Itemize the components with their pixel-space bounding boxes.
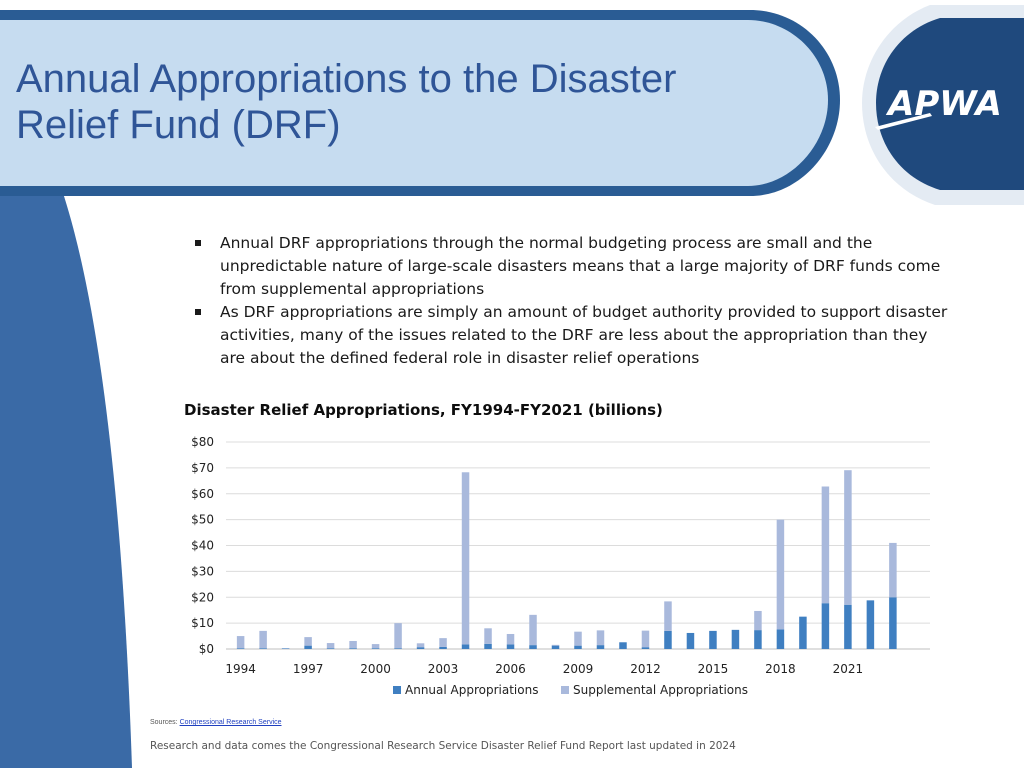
x-tick-label: 2012 bbox=[630, 662, 661, 676]
bar-annual bbox=[844, 604, 852, 649]
footer-note: Research and data comes the Congressiona… bbox=[150, 740, 736, 752]
bar-supplemental bbox=[439, 638, 447, 647]
bar-annual bbox=[416, 647, 425, 649]
y-tick-label: $0 bbox=[199, 642, 214, 656]
header-band bbox=[0, 20, 828, 186]
bar-supplemental bbox=[596, 630, 605, 646]
bar-annual bbox=[259, 648, 267, 649]
bar-annual bbox=[371, 648, 380, 649]
stacked-bar-chart: $0 $10 $20 $30 $40 $50 $60 $70 $80 1994 1997 2000 20… bbox=[191, 435, 930, 697]
bar-annual bbox=[596, 645, 605, 649]
bar-supplemental bbox=[664, 601, 672, 631]
bar-annual bbox=[281, 648, 290, 649]
x-tick-label: 1994 bbox=[225, 662, 256, 676]
bar-annual bbox=[236, 648, 245, 649]
sources-line: Sources: Congressional Research Service bbox=[150, 719, 282, 726]
bar-annual bbox=[551, 645, 560, 649]
bar-annual bbox=[866, 600, 875, 649]
bar-supplemental bbox=[394, 623, 402, 649]
y-tick-label: $40 bbox=[191, 539, 214, 553]
page-title: Annual Appropriations to the Disaster Re… bbox=[16, 57, 677, 147]
bar-annual bbox=[304, 645, 312, 649]
x-tick-label: 1997 bbox=[293, 662, 324, 676]
logo-text: APWA bbox=[885, 84, 1002, 124]
bar-annual bbox=[776, 629, 785, 649]
left-side-arc bbox=[0, 190, 132, 768]
x-tick-label: 2003 bbox=[428, 662, 459, 676]
y-tick-label: $10 bbox=[191, 616, 214, 630]
bar-supplemental bbox=[236, 636, 245, 649]
bar-annual bbox=[709, 630, 717, 649]
bar-annual bbox=[754, 630, 762, 649]
bar-supplemental bbox=[529, 614, 537, 646]
bar-supplemental bbox=[461, 472, 470, 645]
x-tick-label: 2006 bbox=[495, 662, 526, 676]
bar-annual bbox=[394, 648, 402, 649]
bar-annual bbox=[484, 643, 492, 649]
bar-annual bbox=[889, 597, 897, 649]
x-tick-label: 2015 bbox=[698, 662, 729, 676]
y-tick-label: $70 bbox=[191, 461, 214, 475]
y-tick-label: $30 bbox=[191, 564, 214, 578]
bullet-item-2: As DRF appropriations are simply an amou… bbox=[195, 301, 955, 370]
bullet-item-1: Annual DRF appropriations through the no… bbox=[195, 232, 955, 301]
logo-circle bbox=[876, 18, 1024, 190]
legend-label-supplemental: Supplemental Appropriations bbox=[573, 683, 748, 697]
logo-swoosh-icon bbox=[875, 113, 932, 130]
bar-supplemental bbox=[551, 644, 560, 646]
bar-annual bbox=[641, 647, 650, 649]
bar-supplemental bbox=[754, 610, 762, 631]
x-tick-label: 2000 bbox=[360, 662, 391, 676]
bar-annual bbox=[506, 644, 515, 649]
bar-annual bbox=[731, 629, 740, 649]
bar-supplemental bbox=[844, 470, 852, 605]
y-tick-label: $50 bbox=[191, 513, 214, 527]
bar-supplemental bbox=[326, 643, 335, 649]
y-tick-label: $80 bbox=[191, 435, 214, 449]
y-tick-label: $20 bbox=[191, 590, 214, 604]
bar-annual bbox=[461, 644, 470, 649]
bar-supplemental bbox=[821, 486, 830, 604]
x-tick-label: 2009 bbox=[563, 662, 594, 676]
bar-supplemental bbox=[484, 628, 492, 644]
bar-annual bbox=[326, 648, 335, 649]
bar-annual bbox=[821, 603, 830, 649]
bar-annual bbox=[686, 632, 695, 649]
bar-annual bbox=[574, 645, 582, 649]
x-tick-label: 2018 bbox=[765, 662, 796, 676]
legend-swatch-supplemental bbox=[561, 686, 569, 694]
bullet-list: Annual DRF appropriations through the no… bbox=[195, 232, 955, 370]
bar-annual bbox=[349, 648, 357, 649]
sources-label: Sources: bbox=[150, 719, 178, 726]
sources-link[interactable]: Congressional Research Service bbox=[179, 719, 282, 726]
apwa-logo: APWA bbox=[870, 75, 1020, 135]
x-tick-label: 2021 bbox=[833, 662, 864, 676]
bar-supplemental bbox=[304, 637, 312, 646]
chart-title: Disaster Relief Appropriations, FY1994-F… bbox=[184, 401, 663, 419]
bar-supplemental bbox=[776, 519, 785, 630]
legend-label-annual: Annual Appropriations bbox=[405, 683, 538, 697]
bar-supplemental bbox=[259, 630, 267, 649]
bar-annual bbox=[664, 630, 672, 649]
bar-supplemental bbox=[574, 631, 582, 646]
bar-annual bbox=[439, 646, 447, 649]
legend-swatch-annual bbox=[393, 686, 401, 694]
bar-annual bbox=[619, 642, 627, 649]
bar-supplemental bbox=[641, 630, 650, 648]
bar-annual bbox=[799, 616, 807, 649]
bar-supplemental bbox=[371, 644, 380, 649]
bar-supplemental bbox=[506, 633, 515, 645]
bar-supplemental bbox=[889, 542, 897, 598]
y-tick-label: $60 bbox=[191, 487, 214, 501]
bar-supplemental bbox=[349, 640, 357, 649]
bar-supplemental bbox=[416, 643, 425, 648]
bar-annual bbox=[529, 645, 537, 649]
